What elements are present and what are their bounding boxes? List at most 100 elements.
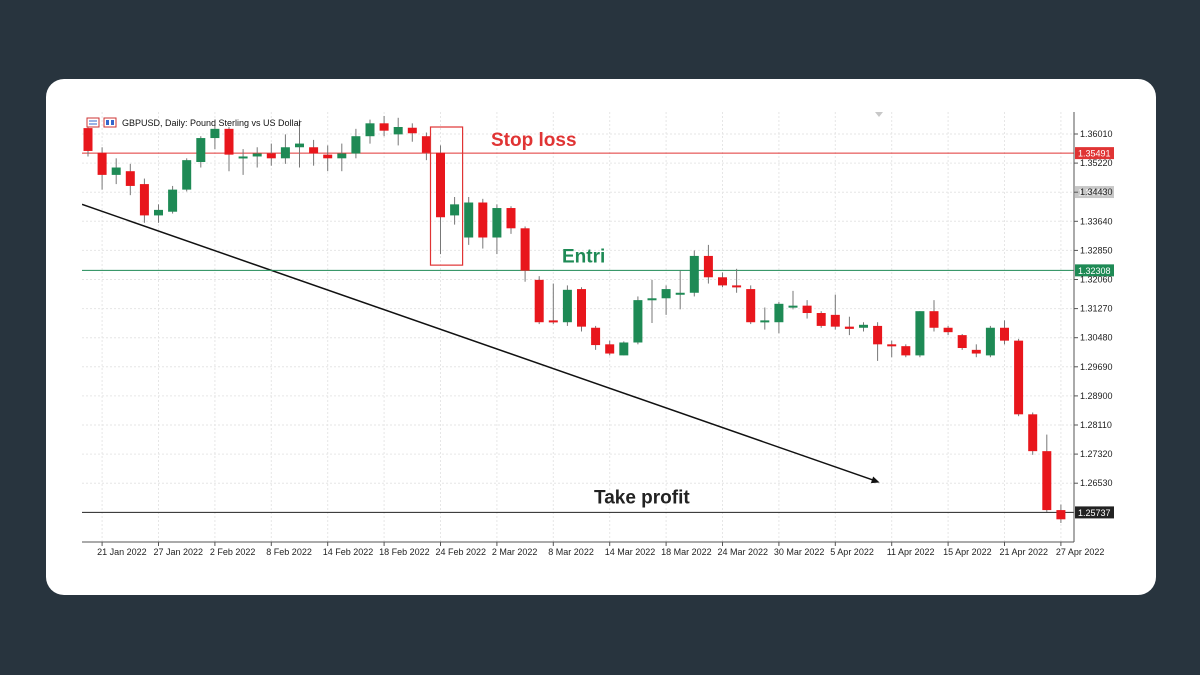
candle-body (943, 327, 953, 333)
time-tick-label: 21 Jan 2022 (97, 547, 147, 557)
candle (1056, 504, 1066, 523)
candle-body (703, 255, 713, 278)
candle-body (929, 311, 939, 328)
candle-body (577, 289, 586, 327)
candle (421, 132, 431, 161)
candle (732, 268, 742, 293)
price-tick-label: 1.29690 (1080, 362, 1113, 372)
candle-body (957, 335, 967, 349)
candle-body (365, 123, 375, 137)
candle (591, 325, 601, 350)
candle (548, 283, 558, 325)
candle (985, 325, 995, 358)
candle (365, 119, 375, 144)
candle-body (844, 326, 854, 329)
candle (901, 344, 911, 358)
scroll-marker-icon (875, 112, 883, 117)
price-tick-label: 1.31270 (1080, 304, 1113, 314)
price-tick-label: 1.32850 (1080, 245, 1113, 255)
candle (168, 185, 178, 214)
candle-body (901, 346, 911, 356)
candle-body (393, 127, 403, 135)
candle-body (1042, 451, 1052, 511)
candle-body (915, 311, 925, 356)
price-tick-label: 1.28110 (1080, 420, 1112, 430)
price-axis: 1.36010 1.35220 1.34430 1.33640 1.32850 1.320… (1074, 129, 1113, 488)
candle-body (1056, 510, 1066, 520)
candle (577, 287, 586, 332)
candle (943, 325, 953, 336)
candle (520, 226, 530, 282)
candle (125, 163, 135, 196)
price-tick-label: 1.32060 (1080, 275, 1113, 285)
candle-body (266, 153, 276, 159)
candle (492, 204, 502, 255)
candle (562, 285, 572, 326)
candle (210, 125, 220, 150)
time-tick-label: 2 Feb 2022 (210, 547, 256, 557)
candles-layer (83, 115, 1066, 523)
candle-body (732, 285, 742, 288)
candle-body (746, 289, 756, 323)
candle (774, 301, 784, 334)
time-tick-label: 27 Jan 2022 (154, 547, 204, 557)
candle (971, 344, 981, 358)
candle-body (859, 324, 868, 328)
grey-price-tag (1075, 186, 1114, 199)
candle-body (605, 344, 615, 354)
candle-body (788, 305, 798, 308)
candle (506, 206, 516, 234)
candle-body (971, 349, 981, 354)
candle (873, 322, 883, 361)
candle-body (675, 292, 685, 295)
candle-body (520, 228, 530, 271)
candle (478, 198, 488, 249)
candle (238, 149, 248, 175)
levels-layer: 1.35491 1.32308 1.25737 1.34434 (82, 147, 1114, 519)
time-tick-label: 2 Mar 2022 (492, 547, 538, 557)
candle-body (1028, 414, 1038, 452)
candle (718, 272, 727, 288)
candle (393, 117, 403, 146)
time-tick-label: 18 Feb 2022 (379, 547, 430, 557)
take-profit-price-tag (1075, 506, 1114, 519)
time-tick-label: 8 Feb 2022 (266, 547, 312, 557)
entry-price-tag (1075, 264, 1114, 277)
candle (661, 285, 671, 315)
time-axis: 21 Jan 2022 27 Jan 2022 2 Feb 2022 8 Feb 20… (97, 542, 1104, 557)
candle-body (323, 154, 333, 159)
candle (802, 300, 812, 319)
candle-body (154, 209, 163, 216)
candle-body (139, 184, 149, 216)
time-tick-label: 24 Feb 2022 (436, 547, 487, 557)
candle-body (182, 160, 192, 190)
price-tick-label: 1.27320 (1080, 449, 1113, 459)
candle-body (492, 208, 502, 238)
price-tick-label: 1.35220 (1080, 158, 1113, 168)
candle-body (633, 300, 643, 343)
candle (633, 296, 643, 345)
candle-body (238, 156, 248, 159)
candle-body (562, 289, 572, 323)
candle-body (309, 147, 319, 154)
time-tick-label: 8 Mar 2022 (548, 547, 594, 557)
candle-body (802, 305, 812, 314)
candle-body (295, 143, 304, 148)
price-tick-label: 1.33640 (1080, 216, 1113, 226)
candle-body (464, 202, 474, 238)
candle (1042, 434, 1052, 512)
candle-body (196, 138, 206, 162)
candle (224, 127, 234, 172)
time-tick-label: 11 Apr 2022 (887, 547, 935, 557)
candle-body (548, 320, 558, 323)
candle (915, 311, 925, 358)
candle (788, 290, 798, 310)
candle (464, 196, 474, 245)
candle (337, 143, 347, 172)
candle (534, 276, 544, 325)
candle (957, 334, 967, 350)
price-tick-label: 1.34430 (1080, 187, 1113, 197)
candle-body (1000, 327, 1009, 341)
price-tick-label: 1.36010 (1080, 129, 1113, 139)
candle-body (351, 136, 361, 154)
